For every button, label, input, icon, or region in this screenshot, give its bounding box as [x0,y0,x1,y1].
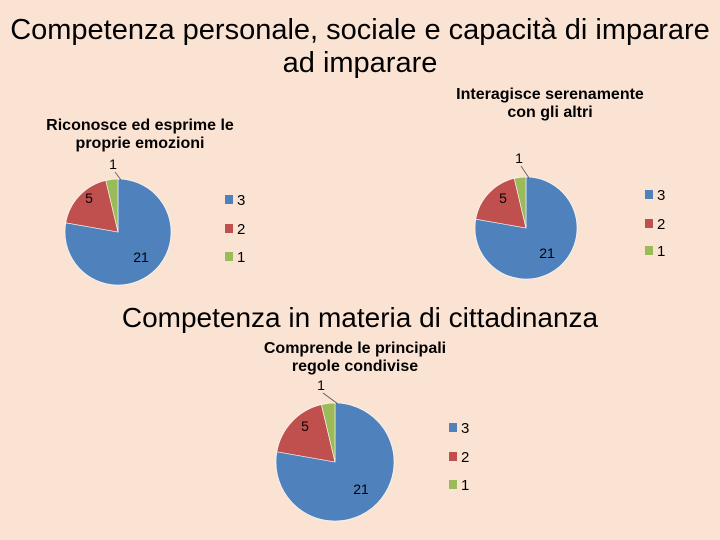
pie-slice-1 [105,178,119,233]
data-label-2: 5 [85,190,93,206]
legend-swatch-2 [645,219,653,228]
legend-swatch-3 [645,190,653,199]
legend-label-1: 1 [657,243,665,260]
legend-label-2: 2 [657,216,665,233]
pie-slice-2 [475,178,527,229]
data-label-3: 21 [539,245,555,261]
legend-swatch-1 [645,246,653,255]
data-label-3: 21 [133,249,149,265]
pie-slice-2 [276,404,336,463]
legend-label-3: 3 [657,187,665,204]
legend-label-3: 3 [237,192,245,209]
legend-swatch-3 [225,195,233,204]
pie-slice-1 [321,402,336,463]
label-leader-line [114,171,122,181]
legend-label-3: 3 [461,420,469,437]
data-label-1: 1 [109,156,117,172]
legend-swatch-1 [449,480,457,489]
legend-label-1: 1 [237,249,245,266]
pie-slice-2 [65,180,119,233]
legend-label-1: 1 [461,477,469,494]
chart-title-interaction: Interagisce serenamente con gli altri [456,86,644,122]
pie-slice-1 [513,176,527,229]
label-leader-line [520,165,530,179]
data-label-1: 1 [515,150,523,166]
data-label-3: 21 [353,481,369,497]
legend-swatch-2 [449,452,457,461]
section-title: Competenza in materia di cittadinanza [121,302,599,333]
legend-swatch-2 [225,224,233,233]
label-leader-line [322,392,339,405]
data-label-2: 5 [301,418,309,434]
chart-title-rules: Comprende le principali regole condivise [263,340,447,376]
chart-title-emotions: Riconosce ed esprime le proprie emozioni [46,117,234,153]
legend-label-2: 2 [461,449,469,466]
main-title: Competenza personale, sociale e capacità… [10,14,710,80]
data-label-1: 1 [317,377,325,393]
legend-swatch-3 [449,423,457,432]
legend-label-2: 2 [237,221,245,238]
data-label-2: 5 [499,190,507,206]
legend-swatch-1 [225,252,233,261]
